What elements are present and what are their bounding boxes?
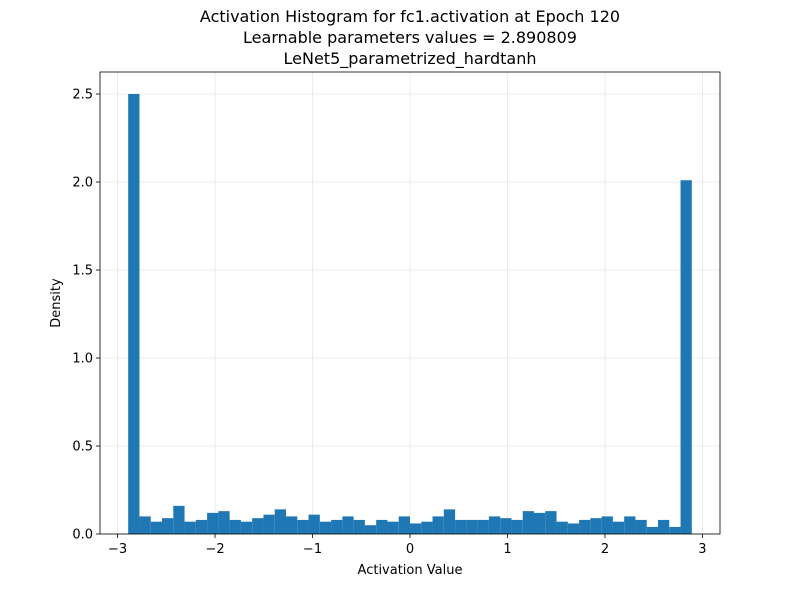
histogram-bar-21	[364, 525, 377, 534]
histogram-bar-39	[567, 523, 580, 534]
y-tick-label-2: 1.0	[72, 352, 93, 367]
histogram-bar-47	[657, 519, 670, 534]
histogram-bar-29	[455, 519, 467, 534]
x-tick-label-3: 0	[406, 542, 414, 557]
histogram-bar-43	[612, 521, 625, 534]
y-tick-label-5: 2.5	[72, 88, 93, 103]
histogram-bar-20	[353, 519, 365, 534]
histogram-bar-23	[387, 521, 399, 534]
histogram-bar-7	[207, 512, 219, 534]
histogram-bar-38	[556, 521, 568, 534]
histogram-bar-5	[184, 521, 196, 534]
y-tick-label-4: 2.0	[72, 176, 93, 191]
histogram-bar-27	[432, 516, 444, 534]
y-axis-ticks: 0.0 0.5 1.0 1.5 2.0 2.5	[72, 88, 100, 543]
histogram-bar-8	[218, 511, 230, 534]
histogram-bar-34	[511, 519, 523, 534]
y-tick-label-3: 1.5	[72, 264, 93, 279]
histogram-bar-14	[286, 516, 298, 534]
histogram-bar-37	[545, 511, 557, 534]
histogram-bar-40	[579, 519, 591, 534]
histogram-bar-9	[229, 519, 241, 534]
histogram-bar-35	[522, 511, 534, 534]
x-axis-ticks: −3 −2 −1 0 1 2 3	[108, 534, 707, 557]
histogram-bar-6	[195, 519, 208, 534]
histogram-bar-17	[319, 521, 332, 534]
histogram-bar-42	[601, 516, 613, 534]
histogram-bar-41	[590, 518, 602, 534]
histogram-bar-45	[635, 519, 647, 534]
histogram-bar-11	[252, 518, 264, 534]
histogram-bar-25	[410, 523, 422, 534]
histogram-bar-10	[240, 521, 253, 534]
chart-title-line-2: Learnable parameters values = 2.890809	[243, 28, 577, 47]
histogram-bar-1	[139, 516, 151, 534]
histogram-bar-33	[500, 518, 512, 534]
histogram-bar-30	[466, 519, 478, 534]
histogram-bar-3	[162, 518, 174, 534]
histogram-bar-44	[624, 516, 636, 534]
histogram-bar-46	[646, 526, 658, 534]
x-tick-label-0: −3	[108, 542, 127, 557]
histogram-bar-16	[308, 514, 320, 534]
chart-title-line-1: Activation Histogram for fc1.activation …	[200, 7, 620, 26]
chart-title-line-3: LeNet5_parametrized_hardtanh	[284, 49, 537, 69]
x-tick-label-6: 3	[698, 542, 706, 557]
histogram-bar-2	[150, 521, 163, 534]
x-tick-label-4: 1	[503, 542, 511, 557]
histogram-bar-48	[669, 526, 681, 534]
histogram-bar-15	[297, 519, 309, 534]
histogram-bar-4	[173, 505, 185, 534]
x-tick-label-5: 2	[601, 542, 609, 557]
histogram-bar-49	[680, 180, 692, 535]
histogram-bars	[128, 94, 692, 535]
histogram-bar-22	[376, 519, 388, 534]
histogram-bar-31	[477, 519, 489, 534]
histogram-bar-28	[443, 509, 456, 534]
x-tick-label-2: −1	[303, 542, 322, 557]
y-tick-label-0: 0.0	[72, 528, 93, 543]
histogram-bar-32	[488, 516, 501, 534]
histogram-bar-12	[263, 514, 275, 534]
histogram-bar-0	[128, 94, 140, 534]
histogram-bar-18	[331, 519, 343, 534]
x-tick-label-1: −2	[205, 542, 224, 557]
x-axis-label: Activation Value	[358, 563, 463, 578]
histogram-bar-13	[274, 509, 287, 534]
histogram-bar-19	[342, 516, 354, 534]
histogram-bar-24	[398, 516, 410, 534]
y-tick-label-1: 0.5	[72, 440, 93, 455]
histogram-bar-26	[421, 521, 433, 534]
chart-title: Activation Histogram for fc1.activation …	[200, 7, 620, 69]
histogram-bar-36	[533, 512, 546, 534]
y-axis-label: Density	[49, 278, 64, 328]
